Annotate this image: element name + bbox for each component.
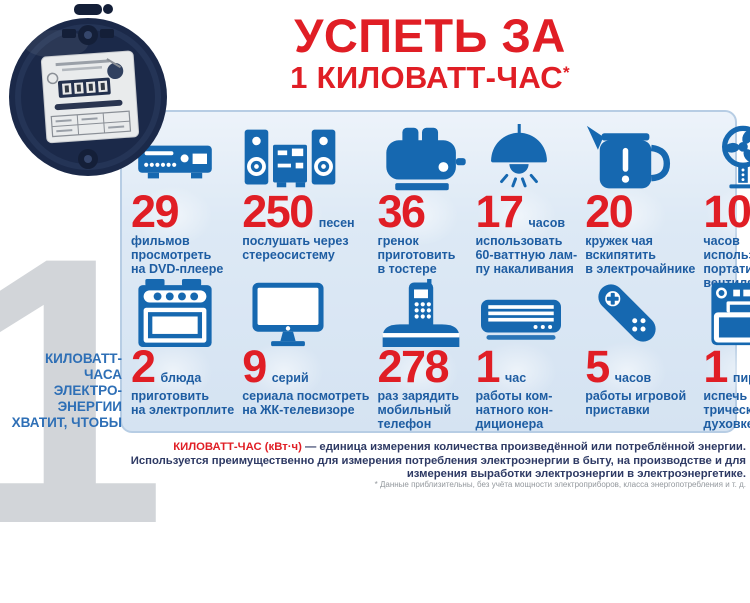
item-caption: гренок приготовить в тостере [377,233,456,277]
title-asterisk: * [562,63,570,82]
item-caption: послушать через стереосистему [242,233,349,263]
item-unit: серий [271,371,309,386]
card-toaster: 36 гренок приготовить в тостере [377,124,467,277]
card-tv: 9 серий сериала посмотреть на ЖК-телевизо… [242,279,369,429]
item-unit: час [505,371,527,386]
item-value: 1 [475,341,500,392]
item-caption: кружек чая вскипятить в электрочайнике [585,233,696,277]
item-caption: использовать 60-ваттную лам- пу накалива… [475,233,578,277]
item-caption: приготовить на электроплите [131,388,235,418]
footnote: * Данные приблизительны, без учёта мощно… [374,480,746,489]
dvd-player-icon [131,124,234,192]
air-conditioner-icon [475,279,577,347]
item-caption: работы ком- натного кон- диционера [475,388,553,432]
item-caption: фильмов просмотреть на DVD-плеере [131,233,224,277]
item-value: 10 [703,186,750,237]
item-unit: блюда [160,371,202,386]
items-grid: 29 фильмов просмотреть на DVD-плеере 250… [131,124,750,432]
item-value: 5 [585,341,610,392]
item-value: 36 [377,186,426,237]
card-air-conditioner: 1 час работы ком- натного кон- диционера [475,279,577,432]
item-value: 250 [242,186,314,237]
title-line2: 1 КИЛОВАТТ-ЧАС* [170,62,690,93]
item-unit: пирог [732,371,750,386]
lamp-icon [475,124,577,192]
item-unit: часов [614,371,652,386]
item-value: 29 [131,186,180,237]
card-dvd-player: 29 фильмов просмотреть на DVD-плеере [131,124,234,277]
tv-icon [242,279,369,347]
item-unit: песен [318,216,355,231]
item-value: 20 [585,186,634,237]
card-oven: 1 пирог испечь в элек- трической духовке [703,279,750,432]
infographic-page: { "title": { "line1": "УСПЕТЬ ЗА", "line… [0,2,750,581]
left-label: КИЛОВАТТ- ЧАСА ЭЛЕКТРО- ЭНЕРГИИ ХВАТИТ, … [11,351,122,430]
card-lamp: 17 часов использовать 60-ваттную лам- пу … [475,124,578,277]
item-caption: работы игровой приставки [585,388,687,418]
item-caption: испечь в элек- трической духовке [703,388,750,432]
card-fan: 10 часов использовать портативный вентил… [703,124,750,290]
card-stove: 2 блюда приготовить на электроплите [131,279,234,429]
card-kettle: 20 кружек чая вскипятить в электрочайник… [585,124,696,277]
item-value: 17 [475,186,524,237]
stereo-system-icon [242,124,369,192]
kwh-definition-text: — единица измерения количества произведё… [130,441,746,481]
item-value: 278 [377,341,449,392]
toaster-icon [377,124,467,192]
item-value: 1 [703,341,728,392]
item-value: 9 [242,341,267,392]
page-title: УСПЕТЬ ЗА 1 КИЛОВАТТ-ЧАС* [170,12,690,93]
card-mobile-phone: 278 раз зарядить мобильный телефон [377,279,467,432]
stove-icon [131,279,234,347]
kwh-definition-lead: КИЛОВАТТ-ЧАС (кВт·ч) [173,441,302,453]
fan-icon [703,124,750,192]
title-line1: УСПЕТЬ ЗА [294,9,566,62]
title-line2-text: 1 КИЛОВАТТ-ЧАС [290,60,563,95]
card-game-console: 5 часов работы игровой приставки [585,279,695,429]
electric-meter-icon [4,2,172,183]
oven-icon [703,279,750,347]
mobile-phone-icon [377,279,467,347]
item-unit: часов [528,216,566,231]
item-caption: раз зарядить мобильный телефон [377,388,460,432]
kettle-icon [585,124,695,192]
kwh-definition: КИЛОВАТТ-ЧАС (кВт·ч) — единица измерения… [126,441,746,482]
items-panel: 29 фильмов просмотреть на DVD-плеере 250… [120,110,750,433]
item-caption: сериала посмотреть на ЖК-телевизоре [242,388,370,418]
item-value: 2 [131,341,156,392]
card-stereo: 250 песен послушать через стереосистему [242,124,369,274]
game-console-icon [585,279,695,347]
